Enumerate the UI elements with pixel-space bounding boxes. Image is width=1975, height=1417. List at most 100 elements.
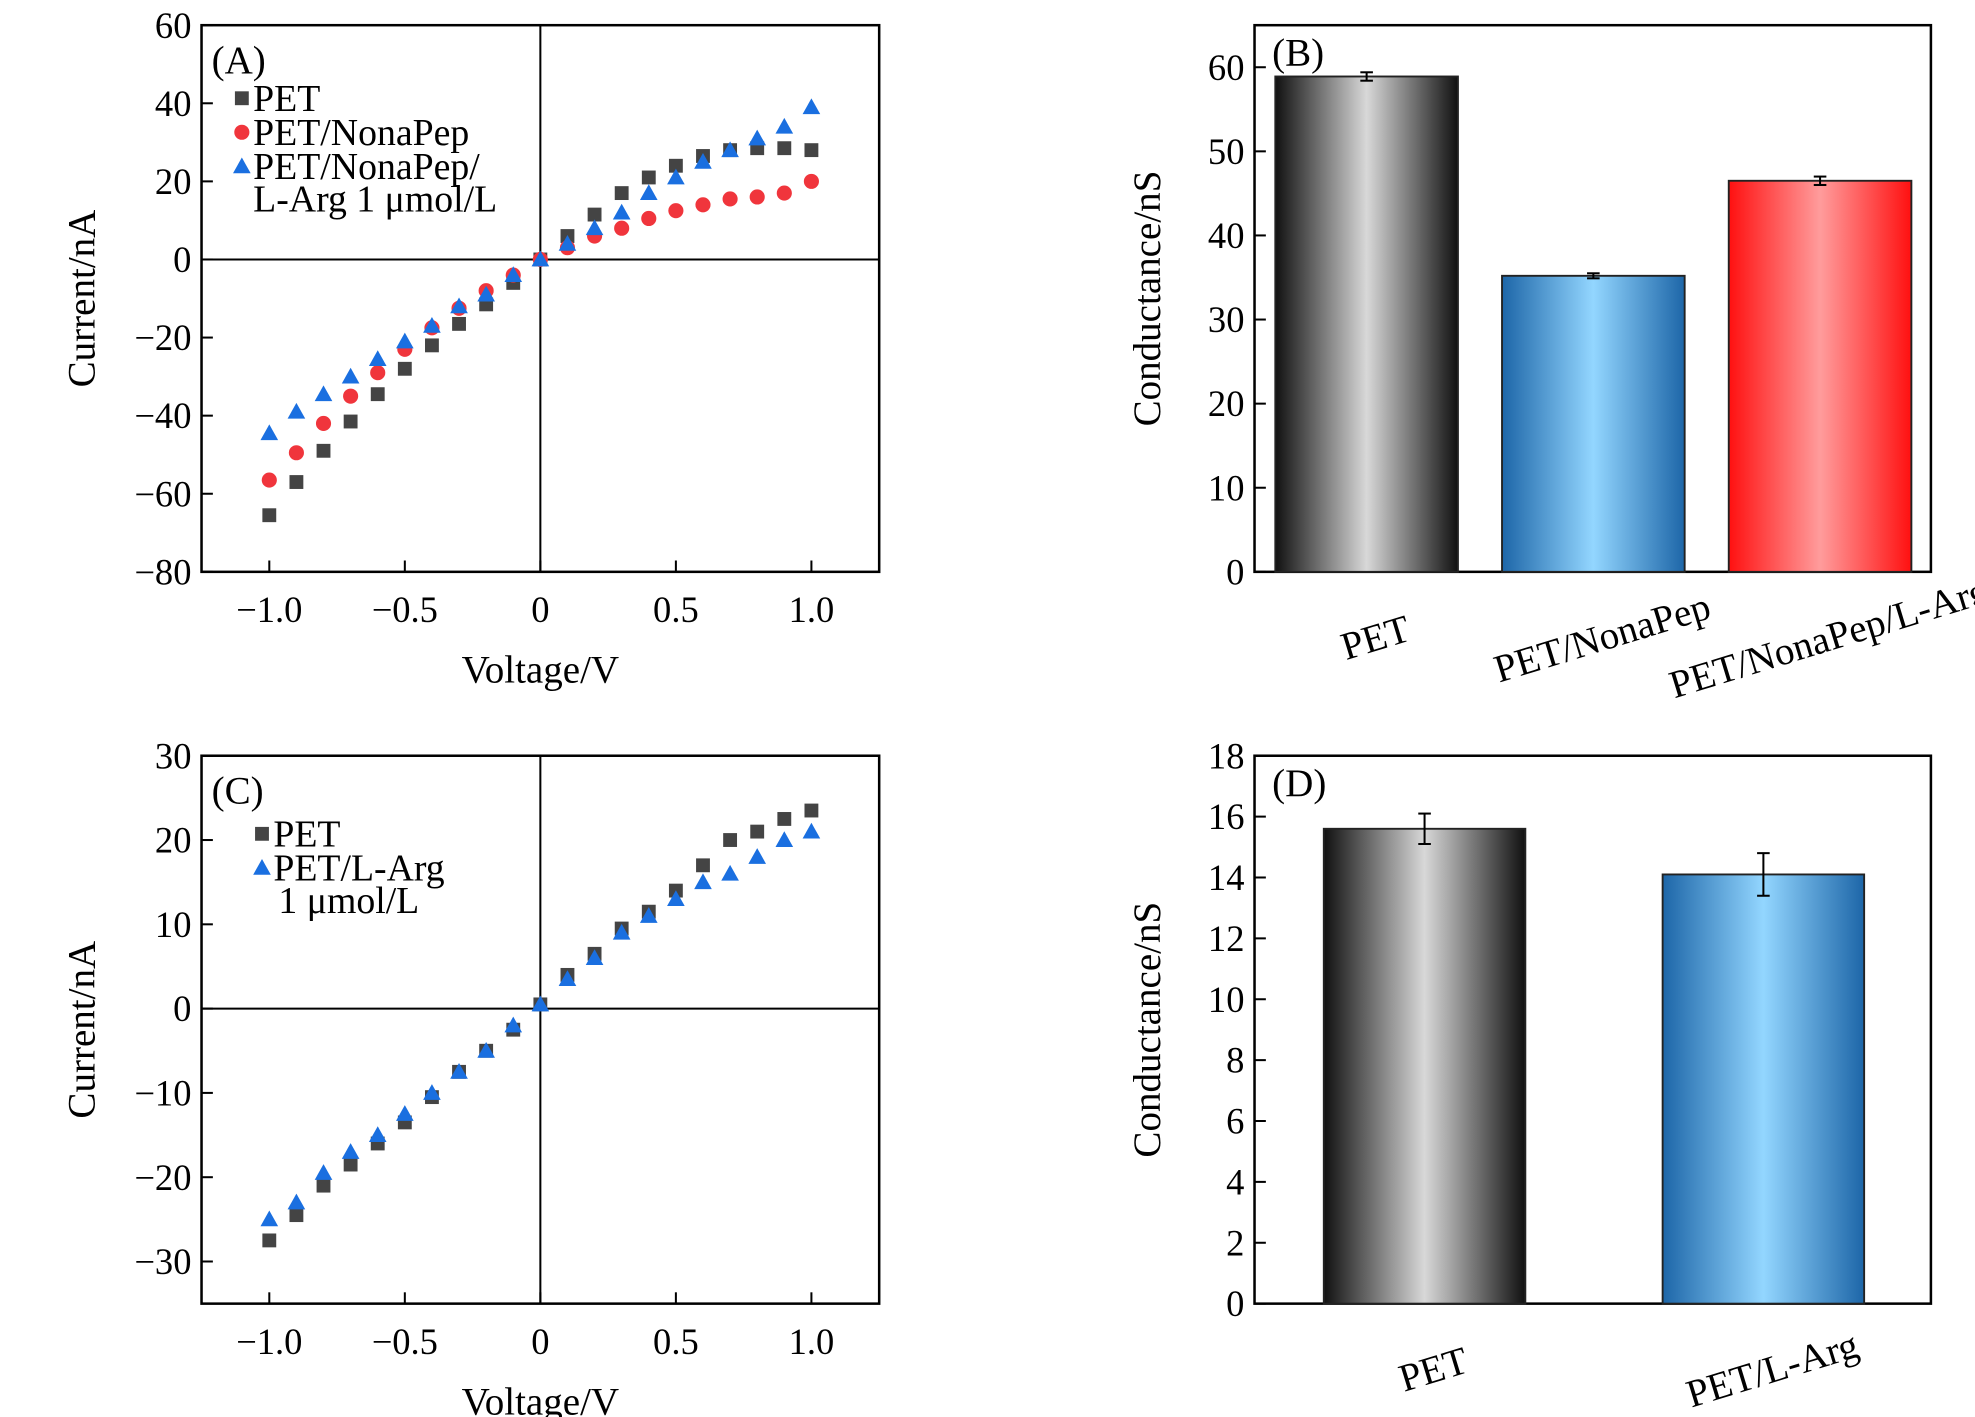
data-point	[314, 385, 333, 402]
bar-group	[1501, 272, 1686, 573]
legend-label: PET	[253, 78, 320, 120]
data-point	[558, 235, 577, 251]
data-point	[423, 317, 441, 333]
data-point	[452, 316, 466, 331]
data-point	[585, 949, 604, 965]
data-point	[750, 824, 765, 839]
data-point	[504, 1016, 523, 1033]
data-point	[558, 970, 577, 987]
bar-group	[1322, 812, 1527, 1305]
data-point	[803, 173, 819, 189]
y-tick-label: 14	[1208, 857, 1245, 898]
y-tick-label: 8	[1226, 1040, 1244, 1081]
data-point	[314, 1164, 333, 1180]
legend-marker	[255, 826, 269, 841]
x-category-label: PET/L-Arg	[1681, 1323, 1863, 1416]
legend-marker	[253, 859, 271, 875]
y-axis-label: Current/nA	[60, 941, 103, 1119]
x-tick-label: −0.5	[372, 1321, 438, 1362]
x-tick-label: 1.0	[789, 1321, 835, 1362]
x-axis-label: Voltage/V	[462, 1380, 620, 1417]
data-point	[262, 508, 277, 523]
legend-label-line2: 1 μmol/L	[278, 880, 419, 922]
data-point	[612, 203, 631, 220]
data-point	[587, 207, 602, 222]
data-point	[531, 995, 550, 1012]
legend-label: PET	[273, 813, 340, 855]
bar	[1727, 179, 1913, 573]
data-point	[639, 184, 658, 201]
data-point	[368, 350, 387, 366]
data-point	[777, 812, 792, 826]
data-point	[614, 186, 629, 201]
data-point	[775, 831, 794, 847]
data-point	[450, 297, 468, 314]
data-point	[694, 153, 712, 169]
y-tick-label: −30	[134, 1241, 191, 1282]
x-tick-label: 1.0	[789, 589, 835, 630]
panel-c-iv-curve: −1.0 −0.5 0 0.5 1.0 −30 −20 −10 0 10 20 30 Voltage/V…	[60, 735, 881, 1417]
y-tick-label: 10	[155, 904, 192, 945]
y-axis-label: Conductance/nS	[1126, 171, 1169, 427]
y-tick-label: 30	[155, 735, 192, 776]
data-point	[776, 185, 792, 201]
y-tick-label: −20	[134, 317, 191, 358]
data-point	[721, 141, 739, 158]
data-point	[804, 803, 819, 818]
panel-b-conductance-bars: 0 10 20 30 40 50 60 Conductance/nS (B) PET PET/Non…	[1126, 23, 1975, 707]
panel-d-conductance-bars: 0 2 4 6 8 10 12 14 16 18 Conductance/nS (D) PET PET/L…	[1126, 735, 1933, 1416]
data-point	[721, 864, 739, 881]
bar	[1661, 873, 1866, 1305]
y-tick-label: 6	[1226, 1101, 1244, 1142]
data-point	[667, 168, 685, 185]
legend-marker	[233, 157, 251, 174]
data-point	[370, 387, 385, 402]
x-tick-label: 0	[531, 1321, 549, 1362]
bar	[1322, 827, 1527, 1305]
data-point	[260, 424, 279, 441]
x-category-label: PET	[1394, 1339, 1473, 1400]
data-point	[749, 189, 765, 205]
bar-group	[1661, 852, 1866, 1305]
panel-label: (A)	[212, 39, 266, 82]
y-tick-label: 10	[1208, 467, 1245, 508]
x-tick-label: −1.0	[236, 1321, 302, 1362]
y-tick-label: 60	[1208, 47, 1245, 88]
data-point	[585, 219, 604, 236]
y-tick-label: 0	[173, 239, 191, 280]
y-tick-label: 20	[1208, 383, 1245, 424]
y-tick-label: 16	[1208, 796, 1245, 837]
data-point	[343, 1157, 358, 1172]
y-tick-label: 20	[155, 161, 192, 202]
data-point	[341, 367, 360, 384]
data-point	[804, 143, 819, 158]
data-point	[802, 822, 821, 839]
data-point	[262, 1233, 277, 1248]
data-point	[723, 833, 738, 847]
data-point	[316, 1178, 331, 1193]
x-tick-label: −1.0	[236, 589, 302, 630]
y-tick-label: 12	[1208, 918, 1245, 959]
data-point	[722, 191, 738, 207]
data-point	[397, 361, 412, 376]
legend-label: PET/L-Arg	[273, 847, 444, 889]
x-tick-label: 0.5	[653, 1321, 699, 1362]
series-1	[260, 822, 821, 1227]
data-point	[289, 1208, 304, 1223]
data-point	[450, 1063, 468, 1079]
data-point	[287, 402, 306, 419]
data-point	[288, 445, 304, 461]
y-tick-label: −20	[134, 1157, 191, 1198]
bar-group	[1727, 175, 1913, 573]
data-point	[748, 129, 767, 146]
y-tick-label: 4	[1226, 1161, 1244, 1202]
data-point	[696, 858, 710, 873]
legend-label: PET/NonaPep	[253, 112, 469, 154]
y-tick-label: 0	[173, 988, 191, 1029]
y-tick-label: 50	[1208, 131, 1245, 172]
y-tick-label: 0	[1226, 551, 1244, 592]
legend-label-line2: L-Arg 1 μmol/L	[253, 179, 497, 221]
data-point	[802, 98, 821, 115]
series-2	[260, 98, 821, 441]
